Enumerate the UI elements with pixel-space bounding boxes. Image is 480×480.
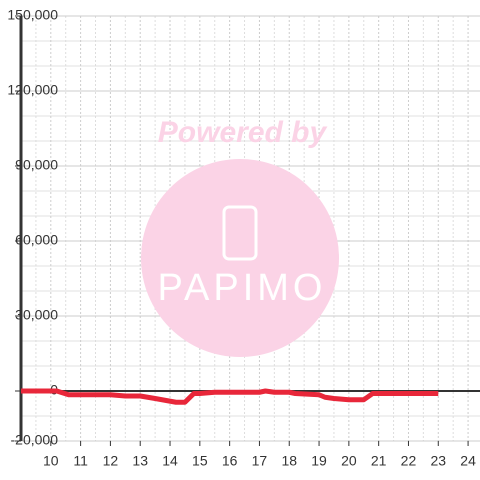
x-tick-label: 12	[103, 453, 119, 469]
x-tick-label: 19	[311, 453, 327, 469]
watermark-logo: PAPIMO	[158, 267, 327, 309]
x-tick-label: 11	[73, 453, 88, 469]
y-tick-label: 60,000	[15, 232, 58, 248]
data-line	[21, 388, 439, 405]
y-tick-label: 30,000	[15, 307, 58, 323]
x-tick-label: 20	[341, 453, 357, 469]
watermark: Powered by PAPIMO	[141, 116, 339, 357]
x-tick-label: 18	[281, 453, 297, 469]
watermark-icon	[222, 205, 258, 261]
watermark-text: Powered by	[158, 116, 328, 149]
x-tick-label: 21	[371, 453, 387, 469]
x-tick-label: 16	[222, 453, 238, 469]
x-tick-label: 23	[430, 453, 446, 469]
x-tick-label: 10	[43, 453, 59, 469]
x-tick-label: 14	[162, 453, 178, 469]
x-tick-label: 24	[460, 453, 476, 469]
y-tick-label: 90,000	[15, 157, 58, 173]
x-tick-label: 13	[132, 453, 148, 469]
x-tick-label: 17	[252, 453, 268, 469]
x-tick-label: 22	[401, 453, 417, 469]
y-tick-label: 150,000	[7, 7, 58, 23]
y-tick-label: 120,000	[7, 82, 58, 98]
x-tick-label: 15	[192, 453, 208, 469]
